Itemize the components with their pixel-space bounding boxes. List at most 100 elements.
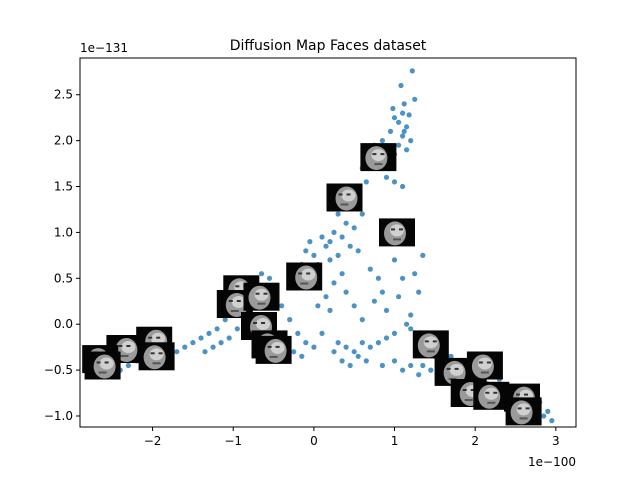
scatter-point — [266, 275, 273, 281]
scatter-point — [400, 133, 406, 139]
scatter-point — [379, 138, 385, 144]
scatter-point — [299, 353, 305, 359]
y-tick-label: 1.0 — [54, 225, 73, 239]
scatter-point — [331, 349, 337, 355]
x-tick-label: 3 — [552, 434, 560, 448]
scatter-point — [202, 349, 208, 355]
scatter-point — [351, 349, 357, 355]
scatter-point — [303, 340, 309, 346]
scatter-point — [222, 317, 228, 323]
scatter-point — [363, 358, 369, 364]
scatter-point — [363, 179, 369, 185]
y-tick-label: −1.0 — [44, 409, 73, 423]
scatter-point — [303, 248, 309, 254]
scatter-point — [174, 349, 180, 355]
scatter-point — [383, 307, 390, 313]
scatter-point — [339, 234, 345, 240]
scatter-point — [400, 367, 406, 373]
scatter-point — [347, 362, 353, 369]
scatter-point — [396, 294, 402, 300]
scatter-point — [401, 101, 407, 107]
scatter-point — [412, 96, 418, 102]
scatter-point — [448, 353, 454, 359]
scatter-point — [391, 115, 398, 121]
scatter-point — [210, 344, 216, 350]
y-axis: −1.0 −0.5 0.0 0.5 1.0 1.5 2.0 2.5 — [44, 88, 80, 423]
face-thumbnail — [138, 342, 175, 371]
scatter-point — [125, 362, 131, 369]
y-tick-label: 2.0 — [54, 134, 73, 148]
scatter-point — [327, 307, 333, 313]
y-tick-label: 0.0 — [54, 317, 73, 331]
scatter-point — [371, 298, 377, 304]
scatter-point — [351, 225, 357, 231]
scatter-point — [367, 344, 373, 350]
scatter-point — [351, 303, 357, 309]
scatter-point — [391, 358, 398, 364]
scatter-point — [404, 124, 410, 130]
scatter-point — [234, 326, 240, 332]
scatter-point — [549, 418, 555, 424]
scatter-point — [420, 252, 426, 258]
scatter-point — [311, 252, 317, 258]
scatter-point — [401, 128, 407, 134]
scatter-point — [287, 317, 293, 323]
scatter-point — [214, 326, 220, 332]
scatter-point — [400, 110, 406, 116]
face-thumbnail — [243, 282, 280, 311]
scatter-point — [335, 340, 341, 346]
face-thumbnail — [412, 330, 449, 359]
scatter-point — [182, 344, 188, 350]
scatter-point — [190, 340, 196, 346]
scatter-point — [355, 353, 361, 359]
scatter-point — [379, 362, 385, 369]
scatter-point — [404, 147, 410, 153]
scatter-point — [383, 174, 390, 180]
scatter-point — [206, 330, 212, 336]
face-thumbnail — [505, 397, 542, 426]
scatter-point — [323, 294, 329, 300]
scatter-point — [404, 321, 410, 327]
x-tick-label: 0 — [310, 434, 318, 448]
scatter-point — [311, 344, 317, 350]
scatter-point — [400, 183, 406, 190]
face-thumbnail — [379, 218, 415, 247]
scatter-point — [406, 112, 412, 118]
scatter-point — [416, 289, 422, 295]
scatter-point — [315, 303, 321, 309]
scatter-point — [359, 211, 365, 217]
y-tick-label: 1.5 — [54, 180, 73, 194]
scatter-point — [390, 105, 396, 112]
scatter-point — [359, 340, 365, 346]
x-axis: −2 −1 0 1 2 3 — [144, 427, 560, 448]
scatter-point — [343, 289, 349, 295]
scatter-point — [408, 312, 414, 318]
scatter-point — [412, 271, 418, 277]
scatter-point — [347, 243, 353, 249]
scatter-point — [226, 335, 232, 341]
scatter-point — [391, 179, 398, 185]
scatter-point — [545, 408, 551, 414]
scatter-point — [391, 257, 398, 263]
scatter-point — [400, 275, 406, 281]
face-thumbnail — [84, 351, 121, 380]
scatter-point — [428, 367, 434, 373]
scatter-point — [396, 142, 402, 148]
scatter-point — [387, 128, 394, 134]
x-tick-label: 2 — [471, 434, 479, 448]
scatter-point — [327, 257, 333, 263]
scatter-point — [198, 335, 204, 341]
scatter-point — [339, 358, 345, 364]
scatter-point — [335, 211, 341, 217]
scatter-point — [291, 349, 297, 355]
scatter-point — [541, 413, 547, 419]
y-offset-text: 1e−131 — [80, 41, 128, 55]
scatter-point — [355, 248, 361, 254]
scatter-point — [383, 335, 390, 341]
face-thumbnails — [82, 143, 542, 426]
scatter-point — [339, 271, 345, 277]
face-thumbnail — [473, 381, 510, 410]
scatter-point — [319, 330, 325, 336]
